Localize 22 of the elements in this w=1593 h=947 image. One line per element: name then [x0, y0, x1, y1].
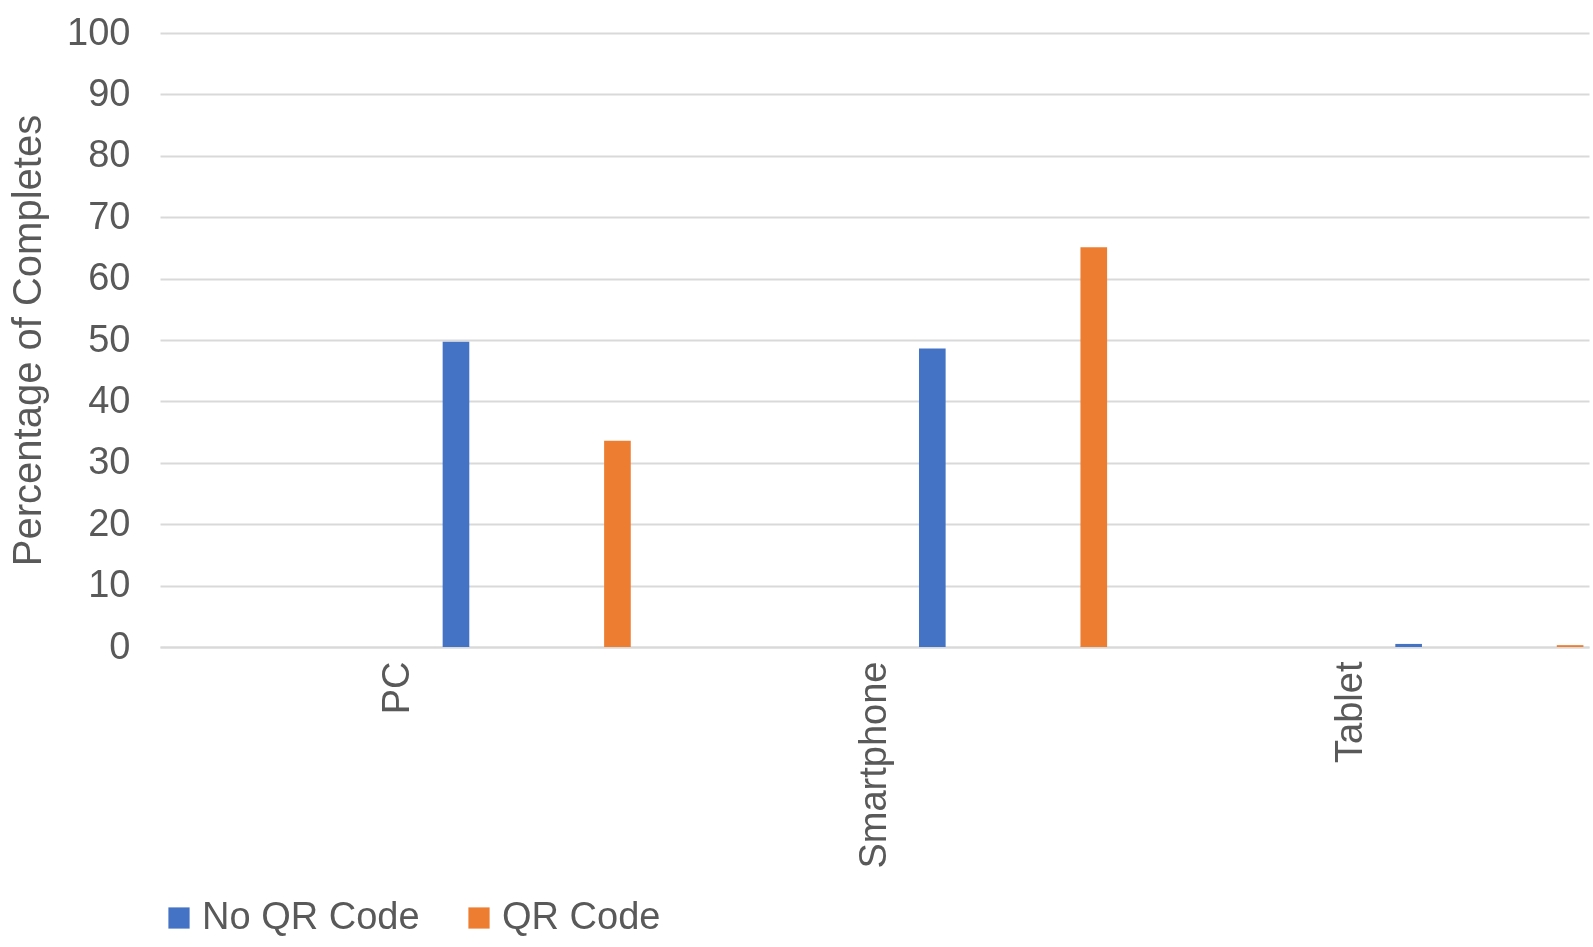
- y-tick-label: 30: [88, 440, 131, 483]
- x-tick-label: Smartphone: [851, 661, 894, 869]
- bar: [604, 440, 631, 647]
- legend-label: QR Code: [502, 895, 661, 937]
- y-tick-label: 100: [67, 10, 131, 53]
- bar: [442, 341, 470, 647]
- y-tick-label: 90: [88, 71, 131, 114]
- y-tick-label: 10: [88, 563, 131, 606]
- bar: [1080, 247, 1108, 647]
- legend-label: No QR Code: [202, 895, 420, 937]
- y-tick-label: 0: [109, 624, 131, 667]
- y-tick-label: 20: [88, 501, 131, 544]
- y-tick-label: 80: [88, 133, 131, 176]
- x-tick-label: Tablet: [1327, 661, 1370, 763]
- x-tick-label: PC: [375, 661, 418, 715]
- y-axis-title: Percentage of Completes: [5, 114, 50, 567]
- y-tick-label: 60: [88, 256, 131, 299]
- y-tick-label: 40: [88, 378, 131, 421]
- y-tick-label: 50: [88, 317, 131, 360]
- y-tick-label: 70: [88, 194, 131, 237]
- bar: [1395, 643, 1422, 647]
- bar: [918, 348, 946, 647]
